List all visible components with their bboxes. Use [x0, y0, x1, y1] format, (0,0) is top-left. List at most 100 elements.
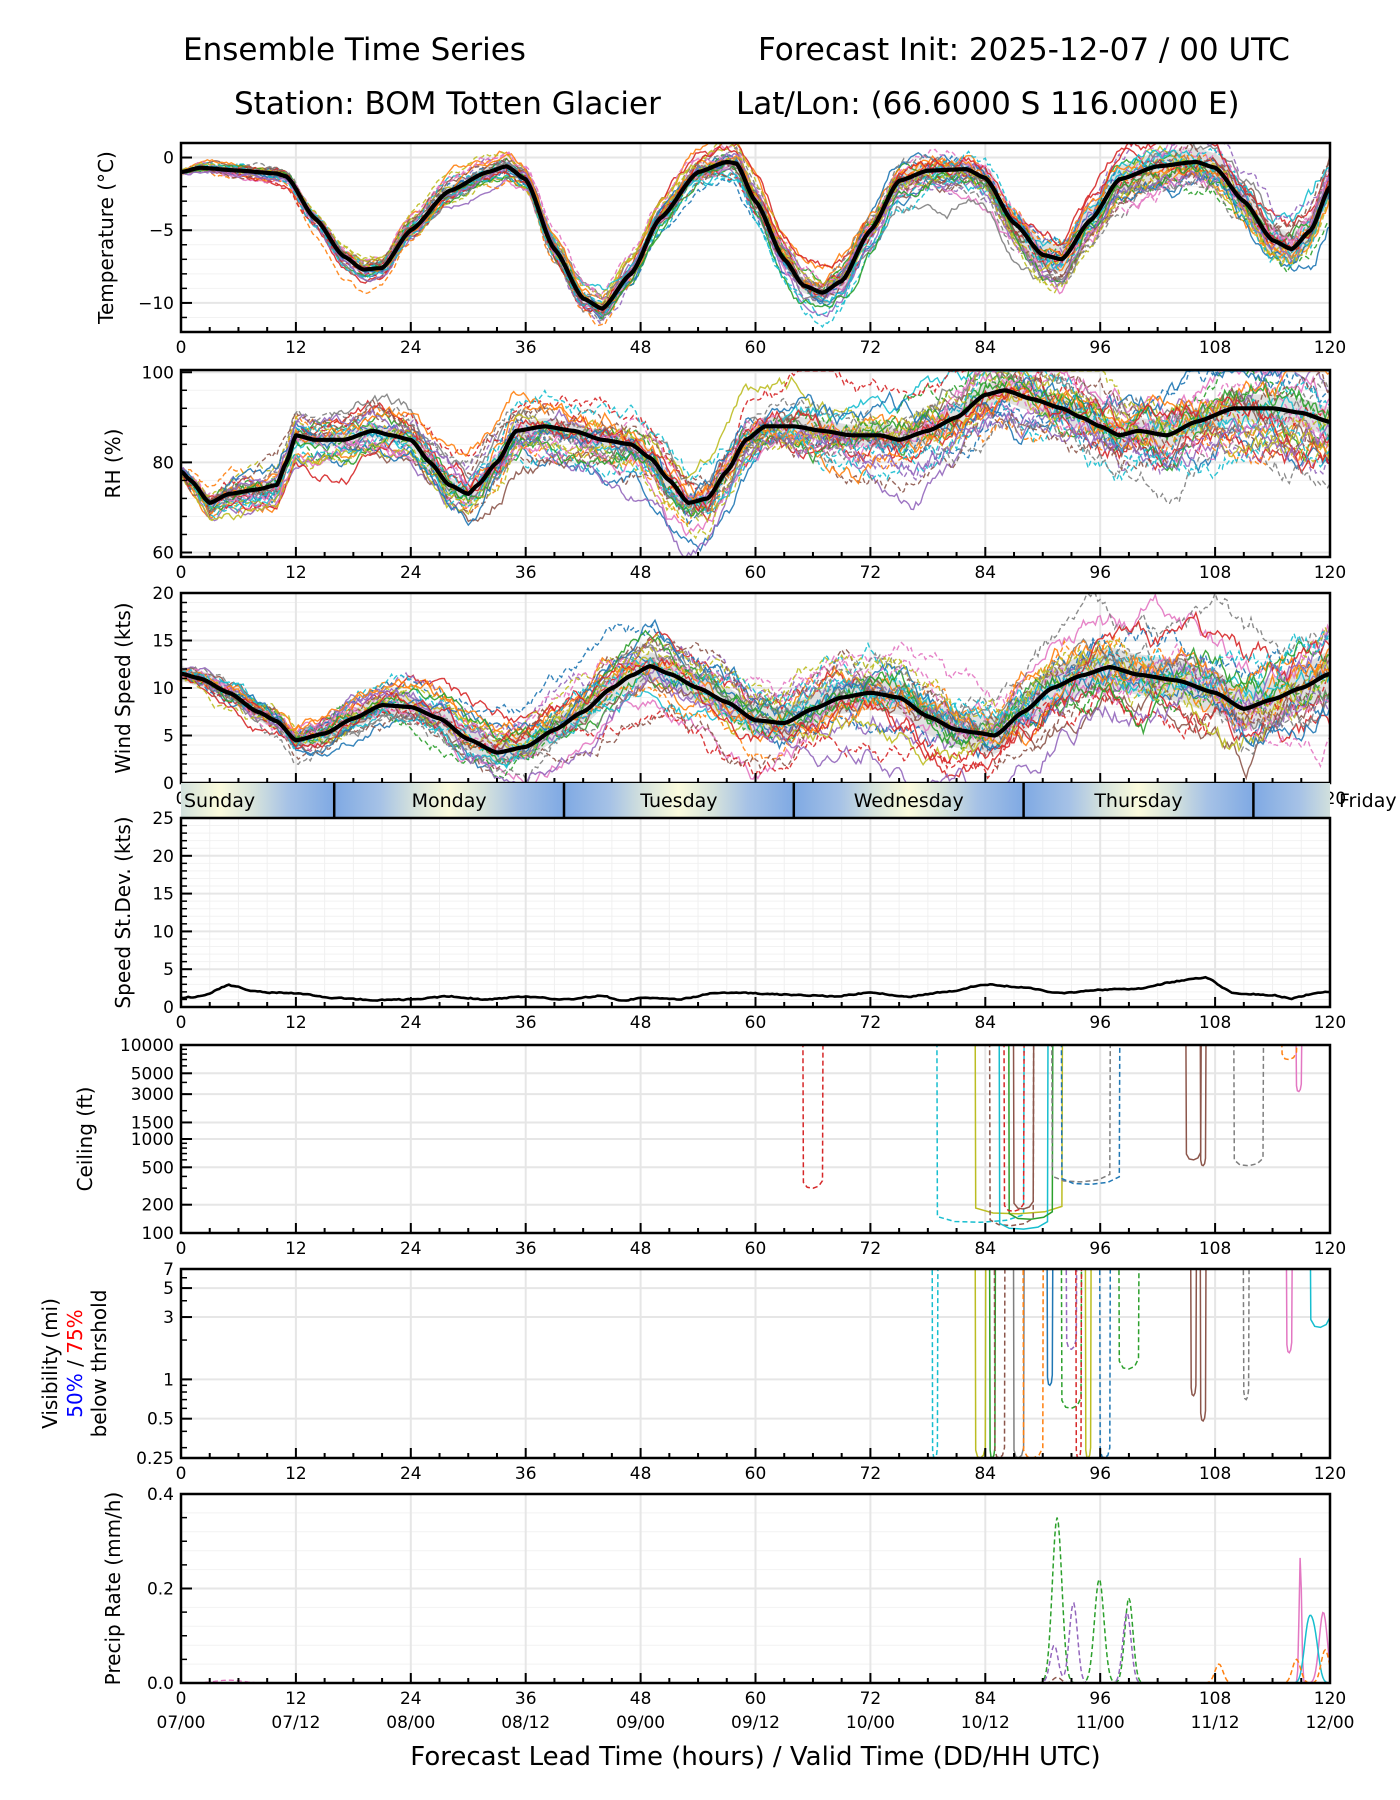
x-tick-label: 48	[630, 338, 652, 358]
ensemble-member-line	[181, 622, 1330, 748]
x-tick-label: 120	[1314, 1239, 1346, 1259]
x-tick-label: 12	[285, 338, 307, 358]
day-cell-fill	[334, 783, 564, 818]
day-cell	[334, 783, 564, 818]
ensemble-member-line	[181, 414, 1330, 518]
y-tick-label: 1	[163, 1370, 174, 1390]
valid-time-label: 07/00	[157, 1713, 206, 1733]
x-tick-label: 84	[974, 1464, 996, 1484]
y-tick-label: 20	[152, 847, 174, 867]
ensemble-member-line	[181, 629, 1330, 748]
x-tick-label: 24	[400, 1689, 422, 1709]
valid-time-label: 09/12	[731, 1713, 780, 1733]
x-tick-label: 72	[860, 1239, 882, 1259]
day-label: Monday	[412, 790, 487, 812]
y-tick-label: 1500	[131, 1113, 174, 1133]
ceiling-series-layer	[802, 1045, 1303, 1230]
y-tick-label: 7	[163, 1260, 174, 1280]
panel-ceiling	[180, 1044, 1331, 1234]
x-tick-label: 0	[176, 1239, 187, 1259]
precip-axis-label: Precip Rate (mm/h)	[101, 1492, 125, 1686]
x-tick-label: 96	[1089, 563, 1111, 583]
station-latlon: Lat/Lon: (66.6000 S 116.0000 E)	[736, 86, 1240, 122]
axes-precip_rate: 0 12 24 36 48 60 72 84 96 108 120 0.0 0.2 0.4	[147, 1485, 1346, 1709]
visibility-member-line	[1084, 1269, 1092, 1458]
visibility-member-line	[931, 1269, 939, 1458]
rh-series-layer	[181, 370, 1330, 557]
temperature-series-layer	[181, 143, 1330, 329]
ensemble-member-line	[181, 143, 1330, 305]
axes-rh: 0 12 24 36 48 60 72 84 96 108 120 100 80 60	[142, 363, 1347, 583]
x-tick-label: 60	[745, 1013, 767, 1033]
x-tick-label: 12	[285, 1464, 307, 1484]
visibility-threshold-sublabel: below thrshold	[87, 1290, 111, 1438]
y-tick-label: 0.0	[147, 1674, 174, 1694]
x-tick-label: 108	[1199, 1689, 1231, 1709]
visibility-member-line	[1285, 1269, 1293, 1354]
day-cell-fill	[181, 783, 335, 818]
station-name: Station: BOM Totten Glacier	[234, 86, 661, 122]
y-tick-label: 200	[142, 1196, 174, 1216]
x-tick-label: 24	[400, 1239, 422, 1259]
visibility-member-line	[1022, 1269, 1044, 1458]
x-tick-label: 72	[860, 1464, 882, 1484]
day-cell	[564, 783, 794, 818]
y-tick-label: 10000	[120, 1036, 174, 1056]
ensemble-mean-line	[181, 159, 1330, 311]
visibility-member-line	[1075, 1269, 1083, 1458]
x-tick-label: 60	[745, 1239, 767, 1259]
x-tick-label: 84	[974, 1013, 996, 1033]
day-cell	[1253, 783, 1331, 818]
x-tick-label: 36	[515, 563, 537, 583]
y-tick-label: 0.2	[147, 1580, 174, 1600]
x-tick-label: 0	[176, 1013, 187, 1033]
axes-ceiling: 0 12 24 36 48 60 72 84 96 108 120 100 200 500 10001500…	[120, 1036, 1346, 1259]
ensemble-member-line	[181, 380, 1330, 519]
x-tick-label: 12	[285, 1689, 307, 1709]
ensemble-member-line	[181, 143, 1330, 314]
day-cell-fill	[793, 783, 1024, 818]
ensemble-member-line	[181, 147, 1330, 317]
y-tick-label: 0	[163, 149, 174, 169]
visibility-member-line	[1118, 1269, 1140, 1370]
valid-time-label: 08/12	[501, 1713, 550, 1733]
day-label: Tuesday	[639, 790, 717, 812]
y-tick-label: 0.4	[147, 1485, 174, 1505]
wind-speed-axis-label: Wind Speed (kts)	[111, 602, 135, 773]
x-tick-label: 60	[745, 1689, 767, 1709]
x-tick-label: 120	[1314, 563, 1346, 583]
ceiling-member-line	[1233, 1045, 1265, 1167]
x-tick-label: 84	[974, 338, 996, 358]
y-tick-label: 500	[142, 1158, 174, 1178]
y-tick-label: 100	[142, 363, 174, 383]
x-tick-label: 36	[515, 1464, 537, 1484]
y-tick-label: −5	[149, 221, 174, 241]
visibility-member-line	[1190, 1269, 1198, 1397]
temperature-axis-label: Temperature (°C)	[94, 151, 118, 325]
x-tick-label: 72	[860, 1013, 882, 1033]
x-tick-label: 60	[745, 563, 767, 583]
precip-member-line	[181, 1602, 1330, 1683]
y-tick-label: 100	[142, 1224, 174, 1244]
x-tick-label: 120	[1314, 1013, 1346, 1033]
valid-time-label: 10/00	[846, 1713, 895, 1733]
y-tick-label: 0.25	[136, 1449, 174, 1469]
ceiling-member-line	[1060, 1045, 1121, 1186]
ensemble-member-line	[181, 664, 1330, 773]
visibility-member-line	[1046, 1269, 1054, 1387]
day-cell-fill	[564, 783, 794, 818]
x-tick-label: 120	[1314, 1689, 1346, 1709]
ensemble-member-line	[181, 626, 1330, 783]
ceiling-member-line	[802, 1045, 824, 1189]
visibility-member-line	[974, 1269, 987, 1458]
x-tick-label: 72	[860, 338, 882, 358]
valid-time-label: 07/12	[271, 1713, 320, 1733]
x-tick-label: 108	[1199, 338, 1231, 358]
y-tick-label: 0	[163, 774, 174, 794]
panel-speed_stdev	[180, 817, 1331, 1008]
axes-visibility: 0 12 24 36 48 60 72 84 96 108 120 0.25 0.5 1 3 57	[136, 1260, 1346, 1484]
x-tick-label: 72	[860, 1689, 882, 1709]
x-tick-label: 48	[630, 1464, 652, 1484]
ensemble-member-line	[181, 370, 1330, 527]
